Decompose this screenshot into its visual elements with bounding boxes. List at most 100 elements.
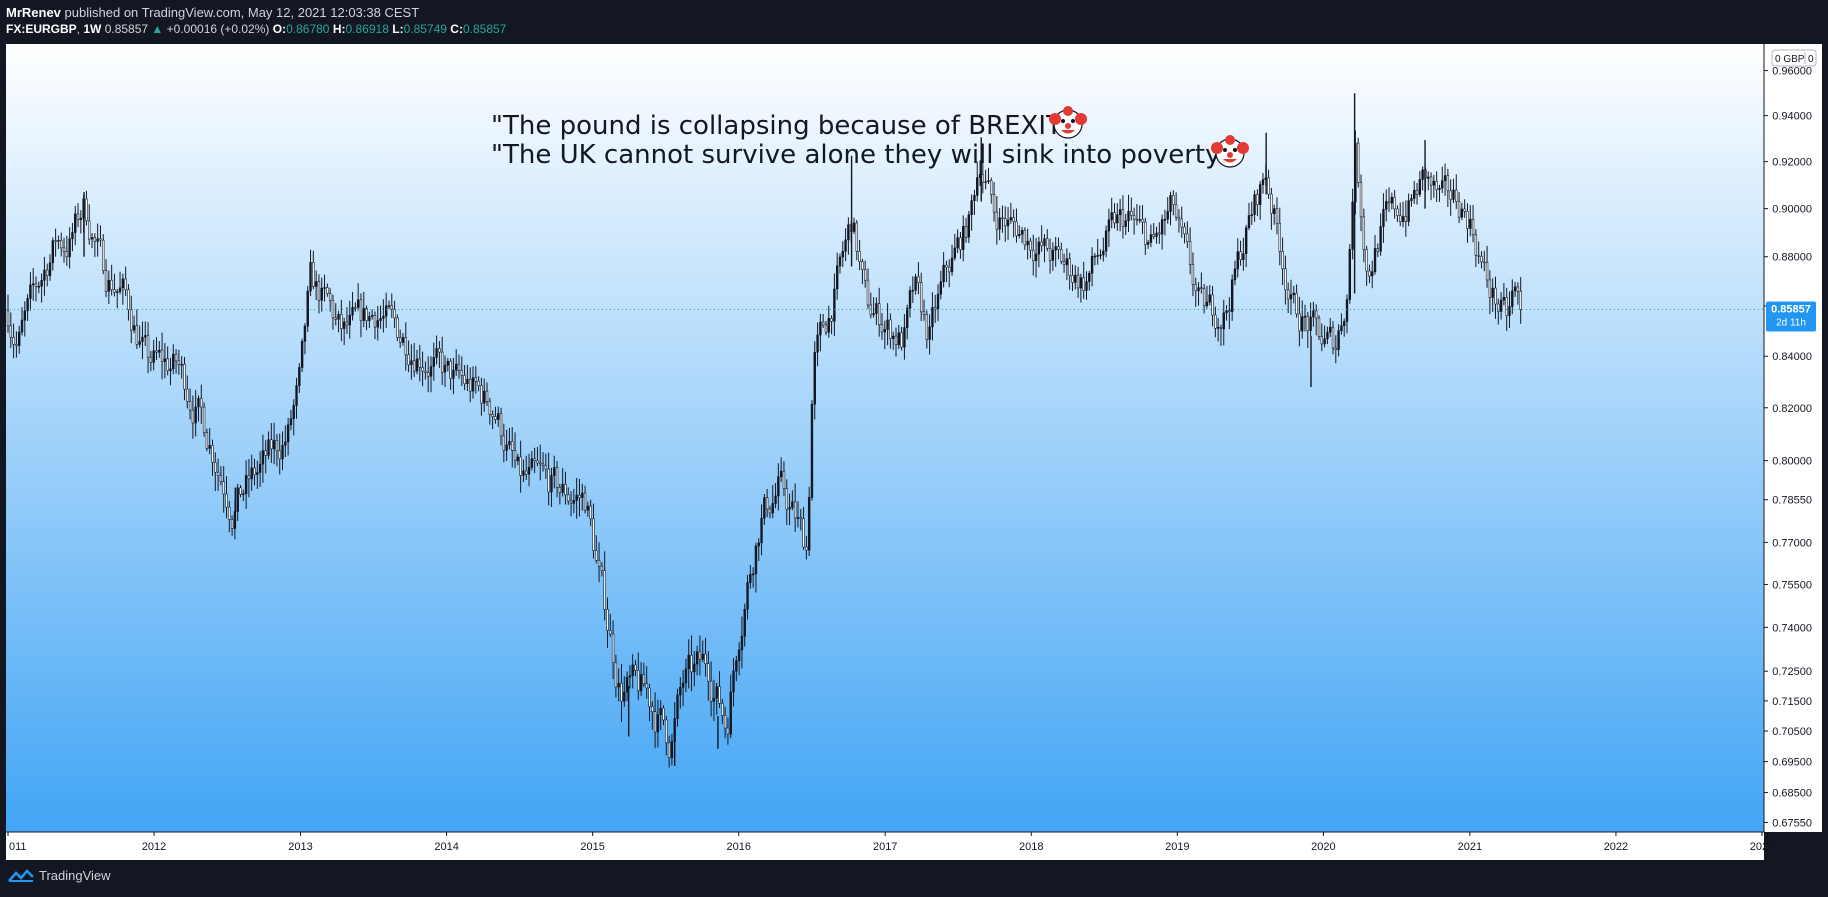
candle-body (1432, 180, 1436, 186)
candle-body (934, 307, 937, 310)
candle-body (802, 518, 805, 548)
candle-body (690, 654, 693, 673)
candle-body (1110, 212, 1113, 221)
candle-body (774, 495, 777, 504)
candle-body (1401, 216, 1405, 223)
candle-body (1334, 347, 1338, 350)
candle-body (1191, 264, 1195, 285)
candle-body (466, 379, 469, 385)
candle-body (631, 664, 634, 676)
candle-body (18, 331, 21, 346)
x-tick-label: 2019 (1165, 841, 1189, 853)
symbol-name[interactable]: FX:EURGBP (6, 22, 77, 36)
candle-body (950, 257, 954, 273)
candle-body (149, 356, 153, 363)
candle-body (29, 284, 32, 299)
candle-body (1247, 215, 1251, 229)
candle-body (914, 276, 917, 291)
y-tick-label: 0.88000 (1772, 252, 1812, 264)
candle-body (1399, 215, 1402, 223)
candle-body (656, 714, 660, 733)
candle-body (354, 306, 357, 309)
candle-body (1410, 198, 1413, 201)
candle-body (48, 262, 52, 276)
candle-body (1236, 251, 1239, 270)
candle-body (432, 357, 435, 367)
x-tick-label: 2021 (1458, 841, 1482, 853)
candle-body (569, 500, 573, 504)
x-tick-label: 2016 (726, 841, 750, 853)
candle-body (471, 377, 475, 392)
candle-body (824, 324, 828, 333)
annotation-text[interactable]: "The pound is collapsing because of BREX… (491, 111, 1232, 170)
tradingview-brand[interactable]: TradingView (8, 868, 111, 883)
candle-body (499, 413, 503, 437)
candle-body (1452, 189, 1455, 200)
candle-body (527, 467, 531, 475)
candle-body (1477, 255, 1480, 257)
candle-body (939, 281, 943, 295)
x-tick-label: 2020 (1311, 841, 1335, 853)
x-tick-label: 2022 (1604, 841, 1628, 853)
candle-body (785, 488, 788, 510)
candle-body (370, 315, 374, 317)
candle-body (1037, 241, 1041, 255)
candle-body (639, 674, 643, 692)
candle-body (488, 401, 492, 415)
candle-body (1284, 268, 1287, 291)
candle-body (1390, 196, 1394, 204)
candle-body (908, 290, 912, 309)
candle-body (984, 181, 987, 183)
y-tick-label: 0.75500 (1772, 579, 1812, 591)
candle-body (970, 200, 973, 216)
candle-body (1413, 189, 1416, 199)
candle-body (267, 439, 270, 456)
candle-body (440, 351, 444, 373)
candle-body (1244, 227, 1248, 254)
candle-body (1365, 249, 1368, 272)
candle-body (1427, 176, 1430, 179)
candle-body (469, 379, 472, 392)
candle-body (861, 261, 864, 270)
candle-body (687, 654, 690, 670)
x-tick-label: 011 (9, 841, 27, 853)
candle-body (886, 319, 889, 330)
candle-body (138, 341, 141, 345)
candle-body (1474, 234, 1478, 256)
candle-body (883, 329, 886, 333)
candle-body (620, 683, 623, 702)
candle-body (597, 560, 601, 567)
author-name[interactable]: MrRenev (6, 5, 61, 20)
candle-body (583, 492, 587, 511)
candle-body (1169, 195, 1172, 212)
candle-body (838, 256, 842, 267)
candle-body (102, 239, 105, 271)
candle-body (1082, 277, 1085, 291)
high-label: H: (332, 22, 346, 36)
x-tick-label: 2018 (1019, 841, 1043, 853)
candle-body (110, 279, 113, 290)
candle-body (1329, 326, 1332, 333)
candle-body (830, 318, 833, 322)
candle-body (76, 213, 80, 221)
candle-body (877, 303, 881, 326)
candle-body (796, 517, 800, 519)
candle-body (709, 680, 713, 702)
candle-body (1331, 326, 1335, 349)
candle-body (1407, 200, 1410, 222)
low-label: L: (392, 22, 404, 36)
candle-body (1076, 274, 1080, 289)
candle-body (628, 675, 632, 678)
candle-body (1228, 310, 1231, 312)
candle-body (553, 467, 556, 476)
candle-body (9, 325, 13, 338)
candle-body (292, 405, 295, 419)
y-tick-label: 0.69500 (1772, 757, 1812, 769)
x-ticks: 011 2012 2013 2014 2015 2016 2017 2018 2019 2020 2… (7, 832, 1774, 853)
candle-body (1281, 251, 1284, 269)
currency-label[interactable]: 0 GBP 0 (1771, 49, 1817, 67)
candle-body (564, 484, 567, 496)
candle-body (998, 217, 1001, 230)
candle-body (96, 238, 99, 242)
